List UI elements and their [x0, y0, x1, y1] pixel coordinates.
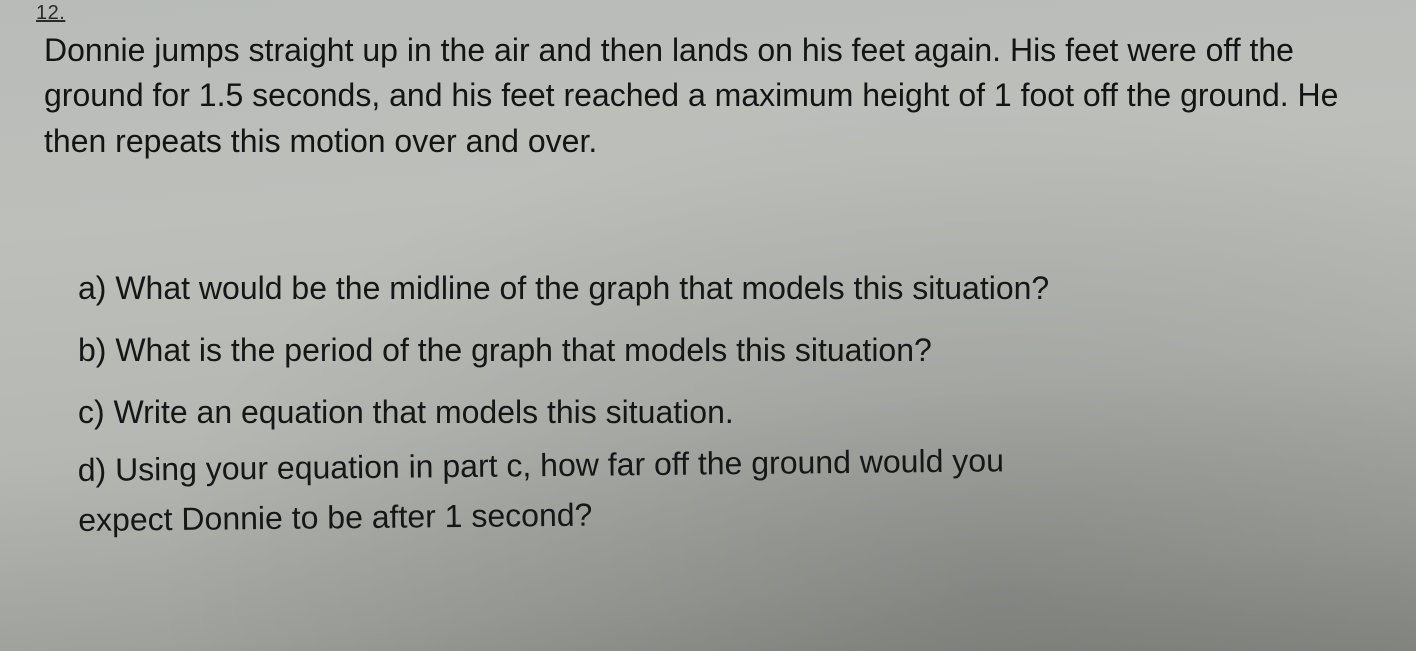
- question-b: b) What is the period of the graph that …: [78, 322, 1396, 378]
- question-d: d) Using your equation in part c, how fa…: [77, 432, 1396, 545]
- problem-number: 12.: [36, 2, 65, 25]
- question-list: a) What would be the midline of the grap…: [78, 260, 1396, 551]
- question-c: c) Write an equation that models this si…: [78, 384, 1396, 440]
- problem-prompt: Donnie jumps straight up in the air and …: [44, 28, 1386, 164]
- question-a: a) What would be the midline of the grap…: [78, 260, 1396, 316]
